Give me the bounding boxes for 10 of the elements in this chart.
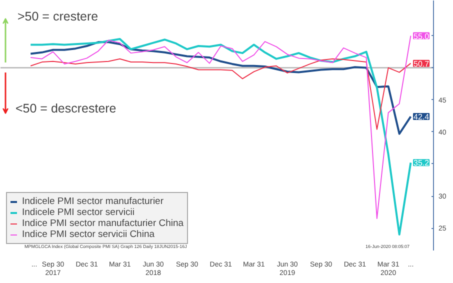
legend-label: Indicele PMI sector manufacturier [22, 196, 164, 207]
annotation: <50 = descrestere [16, 102, 116, 116]
data-label: 42.4 [414, 112, 430, 122]
data-label: 35.2 [414, 158, 430, 168]
data-label: 55.0 [414, 32, 430, 41]
legend-label: Indice PMI sector servicii China [22, 229, 155, 240]
legend-label: Indicele PMI sector servicii [22, 207, 134, 218]
data-label: 50.7 [414, 59, 430, 68]
legend-label: Indice PMI sector manufacturier China [22, 218, 184, 229]
annotation: >50 = crestere [18, 10, 98, 24]
